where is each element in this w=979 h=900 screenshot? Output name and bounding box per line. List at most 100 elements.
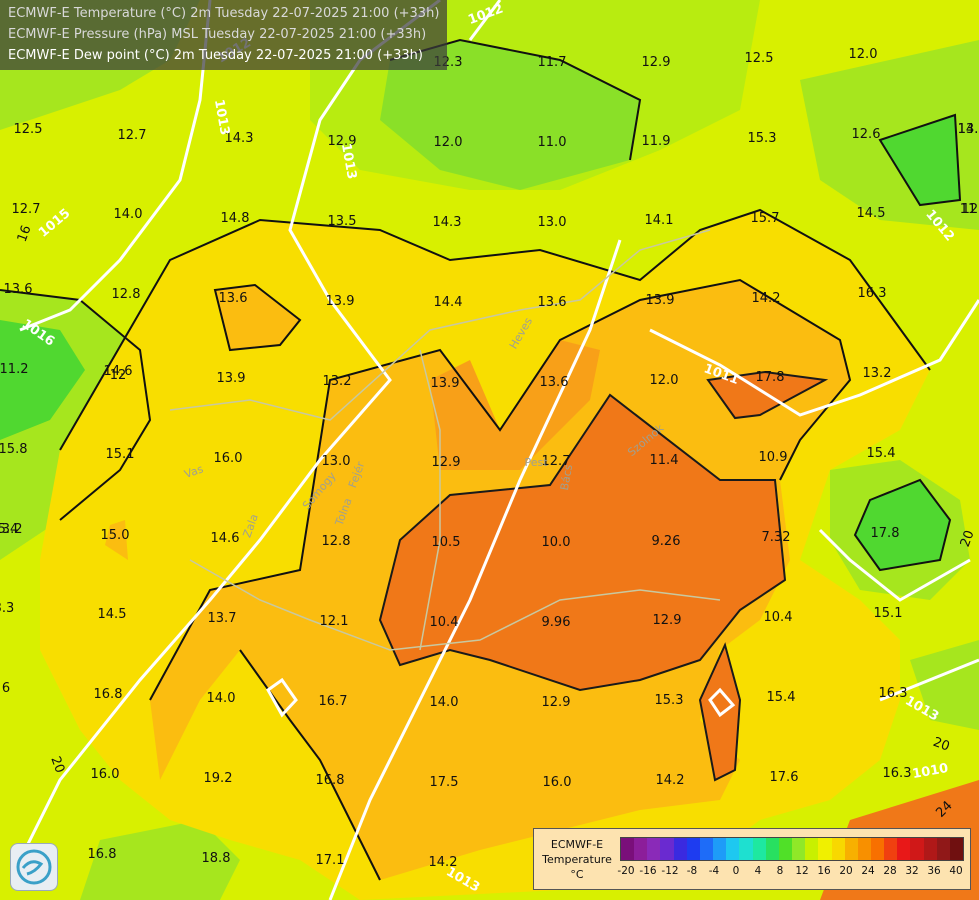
temperature-label: 15.8 — [0, 442, 27, 457]
legend-title-line1: ECMWF-E — [550, 838, 604, 851]
legend-swatch — [818, 838, 832, 860]
temperature-label: 14. — [958, 122, 979, 137]
temperature-label: 10.4 — [430, 615, 459, 630]
temperature-label: 7.32 — [762, 530, 791, 545]
temperature-label: 14.3 — [433, 215, 462, 230]
temperature-label: 12.5 — [14, 122, 43, 137]
temperature-label: 3.3 — [0, 601, 14, 616]
legend-tick: -8 — [686, 865, 698, 877]
temperature-label: 14.1 — [645, 213, 674, 228]
temperature-label: 10.0 — [542, 535, 571, 550]
temperature-legend: ECMWF-E Temperature °C -20 -16 -12 -8 -4 0 4 8 1… — [533, 828, 971, 890]
temperature-label: 15.4 — [767, 690, 796, 705]
temperature-label: 19.2 — [204, 771, 233, 786]
temperature-label: 12.0 — [650, 373, 679, 388]
temperature-label: 13.2 — [323, 374, 352, 389]
temperature-label: 12.0 — [849, 47, 878, 62]
temperature-label: 12.8 — [322, 534, 351, 549]
temperature-label: 14.5 — [98, 607, 127, 622]
legend-ticks: -20 -16 -12 -8 -4 0 4 8 12 16 20 24 28 32 36 40 — [617, 865, 963, 881]
place-label: Vas — [183, 462, 206, 481]
temperature-label: 12.1 — [320, 614, 349, 629]
temperature-label: 15.3 — [748, 131, 777, 146]
temperature-label: 16.8 — [88, 847, 117, 862]
temperature-label: 11.9 — [642, 134, 671, 149]
legend-swatch — [936, 838, 950, 860]
temperature-label: 12.9 — [432, 455, 461, 470]
temperature-label: 15.3 — [655, 693, 684, 708]
legend-tick: 12 — [795, 865, 809, 877]
legend-swatch — [621, 838, 635, 860]
temperature-label: 14.2 — [752, 291, 781, 306]
temperature-label: 12.7 — [118, 128, 147, 143]
temperature-label: 15.1 — [874, 606, 903, 621]
temperature-label: 11.4 — [650, 453, 679, 468]
legend-swatch — [778, 838, 793, 860]
temperature-label: 16.8 — [316, 773, 345, 788]
temperature-label: 9.96 — [542, 615, 571, 630]
temperature-label: 12.7 — [542, 454, 571, 469]
legend-swatch — [726, 838, 740, 860]
temperature-label: 13.0 — [322, 454, 351, 469]
temperature-label: 12.9 — [642, 55, 671, 70]
legend-tick: 40 — [949, 865, 963, 877]
legend-swatch — [686, 838, 700, 860]
legend-tick: 8 — [776, 865, 784, 877]
temperature-label: 13.2 — [0, 522, 22, 537]
temperature-label: 14.8 — [221, 211, 250, 226]
temperature-label: 10.5 — [432, 535, 461, 550]
temperature-label: 13.9 — [646, 293, 675, 308]
legend-tick: -12 — [661, 865, 679, 877]
header-dewpoint: ECMWF-E Dew point (°C) 2m Tuesday 22-07-… — [8, 48, 423, 63]
temperature-label: 12.9 — [542, 695, 571, 710]
temperature-label: 12.9 — [653, 613, 682, 628]
dew-isoline-label: 16 — [15, 223, 35, 244]
temperature-label: 17.8 — [756, 370, 785, 385]
legend-tick: 20 — [839, 865, 853, 877]
temperature-label: 16.3 — [879, 686, 908, 701]
temperature-label: 11.7 — [538, 55, 567, 70]
temperature-label: 11 — [960, 202, 977, 217]
header-temperature: ECMWF-E Temperature (°C) 2m Tuesday 22-0… — [8, 6, 440, 21]
legend-title-line3: °C — [570, 868, 584, 881]
temperature-label: 15.7 — [751, 211, 780, 226]
temperature-label: 14.0 — [430, 695, 459, 710]
legend-swatch — [870, 838, 885, 860]
legend-swatch — [752, 838, 766, 860]
legend-swatch — [647, 838, 661, 860]
temperature-label: 12.5 — [745, 51, 774, 66]
legend-tick: -4 — [708, 865, 720, 877]
legend-swatch — [673, 838, 687, 860]
pressure-label: 1013 — [211, 98, 232, 136]
legend-swatch — [844, 838, 858, 860]
legend-tick: 36 — [927, 865, 941, 877]
temperature-label: 14.3 — [225, 131, 254, 146]
pressure-label: 1010 — [911, 761, 949, 782]
legend-swatch — [923, 838, 937, 860]
temperature-label: 16.0 — [543, 775, 572, 790]
legend-title: ECMWF-E Temperature °C — [538, 837, 616, 882]
temperature-label: 14.0 — [114, 207, 143, 222]
temperature-label: 12. — [962, 202, 979, 217]
legend-swatch — [792, 838, 806, 860]
temperature-label: 13.9 — [326, 294, 355, 309]
legend-tick: -20 — [617, 865, 635, 877]
legend-swatch — [857, 838, 871, 860]
ecmwf-logo-icon — [10, 843, 58, 891]
temperature-label: 18.8 — [202, 851, 231, 866]
temperature-label: 13.0 — [538, 215, 567, 230]
temperature-label: 16.8 — [94, 687, 123, 702]
legend-swatch — [765, 838, 779, 860]
temperature-label: 6 — [2, 681, 10, 696]
temperature-label: 5.4 — [0, 522, 18, 537]
temperature-label: 12.6 — [852, 127, 881, 142]
temperature-label: 13.9 — [217, 371, 246, 386]
temperature-label: 15.1 — [106, 447, 135, 462]
temperature-label: 11.2 — [0, 362, 28, 377]
temperature-label: 16.0 — [214, 451, 243, 466]
temperature-label: 14.2 — [429, 855, 458, 870]
dew-isoline-label: 20 — [931, 735, 952, 755]
temperature-label: 10.4 — [764, 610, 793, 625]
